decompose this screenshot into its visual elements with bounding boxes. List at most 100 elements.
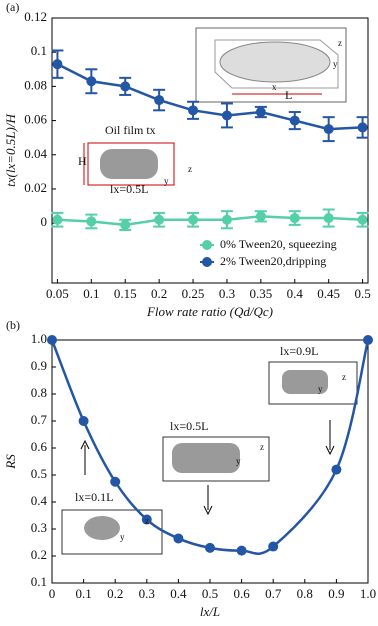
legend-label: 0% Tween20, squeezing: [220, 237, 337, 251]
data-point: [141, 514, 152, 525]
x-tick-label: 0.3: [219, 286, 235, 301]
annotation: z: [188, 164, 192, 174]
y-tick-label: 0.5: [31, 466, 47, 481]
data-point: [331, 464, 342, 475]
data-point: [323, 124, 334, 135]
annotation: (a): [6, 0, 19, 14]
data-point: [357, 214, 368, 225]
y-tick-label: 0.7: [31, 412, 48, 427]
y-tick-label: 0.12: [24, 9, 47, 24]
inset-05: [162, 436, 270, 516]
x-tick-label: 0.1: [83, 286, 99, 301]
annotation: lx=0.9L: [280, 344, 318, 358]
x-tick-label: 0.05: [46, 286, 69, 301]
data-point: [78, 416, 89, 426]
y-tick-label: 0.2: [31, 547, 47, 562]
data-point: [289, 213, 300, 224]
legend-label: 2% Tween20,dripping: [220, 254, 326, 268]
data-point: [268, 541, 279, 552]
annotation: Oil film tx: [105, 123, 156, 137]
x-tick-label: 0.7: [265, 586, 282, 601]
data-point: [289, 115, 300, 126]
y-axis-title: RS: [3, 454, 18, 470]
data-point: [52, 59, 63, 70]
data-point: [110, 476, 121, 487]
x-tick-label: 0.45: [317, 286, 340, 301]
data-point: [86, 76, 97, 87]
annotation: y: [318, 384, 323, 394]
x-tick-label: 0.6: [233, 586, 250, 601]
series-line: [56, 63, 363, 131]
legend-marker: [202, 257, 212, 267]
x-tick-label: 0.35: [249, 286, 272, 301]
x-tick-label: 0.4: [170, 586, 187, 601]
x-tick-label: 0.5: [202, 586, 218, 601]
data-point: [255, 107, 266, 118]
inset-09: [268, 361, 358, 456]
data-point: [52, 214, 63, 225]
annotation: lx=0.1L: [75, 490, 113, 504]
x-tick-label: 0.2: [151, 286, 167, 301]
y-tick-label: 0.9: [31, 358, 47, 373]
data-point: [120, 81, 131, 92]
annotation: y: [164, 176, 169, 186]
annotation: L: [285, 88, 292, 102]
data-point: [357, 122, 368, 133]
x-tick-label: 0.4: [287, 286, 304, 301]
x-tick-label: 0.1: [75, 586, 91, 601]
data-point: [236, 545, 247, 556]
y-tick-label: 0.8: [31, 385, 47, 400]
y-tick-label: 0.02: [24, 180, 47, 195]
x-tick-label: 0.9: [328, 586, 344, 601]
x-tick-label: 0.25: [182, 286, 205, 301]
legend-marker: [202, 240, 212, 250]
y-tick-label: 0.4: [31, 493, 48, 508]
y-tick-label: 0.06: [24, 112, 47, 127]
x-tick-label: 0.2: [107, 586, 123, 601]
y-axis-title: tx(lx=0.5L)/H: [3, 114, 18, 187]
data-point: [188, 105, 199, 116]
annotation: x: [272, 82, 277, 92]
data-point: [205, 542, 215, 553]
x-axis-title: Flow rate ratio (Qd/Qc): [146, 304, 273, 319]
annotation: y: [120, 532, 125, 542]
data-point: [47, 335, 57, 345]
y-tick-label: 0.1: [31, 43, 47, 58]
series-line: [50, 339, 370, 555]
data-point: [363, 335, 373, 345]
y-tick-label: 0: [41, 214, 48, 229]
x-tick-label: 0.15: [114, 286, 137, 301]
annotation: (b): [6, 318, 20, 332]
x-tick-label: 1.0: [360, 586, 376, 601]
inset-3d: [195, 27, 347, 103]
y-tick-label: 0.3: [31, 520, 47, 535]
y-tick-label: 1.0: [31, 331, 47, 346]
x-tick-label: 0.8: [297, 586, 313, 601]
data-point: [221, 110, 232, 121]
x-axis-title: lx/L: [200, 604, 220, 619]
y-tick-label: 0.08: [24, 77, 47, 92]
annotation: H: [78, 154, 87, 168]
data-point: [221, 214, 232, 225]
annotation: lx=0.5L: [110, 182, 148, 196]
data-point: [255, 211, 266, 222]
series-line: [57, 215, 363, 227]
annotation: z: [260, 442, 264, 452]
annotation: lx=0.5L: [170, 419, 208, 433]
data-point: [154, 95, 165, 106]
plot-frame: [51, 17, 369, 284]
x-tick-label: 0.3: [139, 586, 155, 601]
annotation: y: [236, 456, 241, 466]
x-tick-label: 0: [49, 586, 56, 601]
annotation: z: [145, 516, 149, 526]
data-point: [188, 214, 199, 225]
y-tick-label: 0.6: [31, 439, 48, 454]
annotation: y: [333, 59, 338, 69]
annotation: z: [338, 38, 342, 48]
annotation: z: [342, 372, 346, 382]
data-point: [86, 216, 97, 227]
y-tick-label: 0.04: [24, 146, 47, 161]
data-point: [323, 213, 334, 224]
